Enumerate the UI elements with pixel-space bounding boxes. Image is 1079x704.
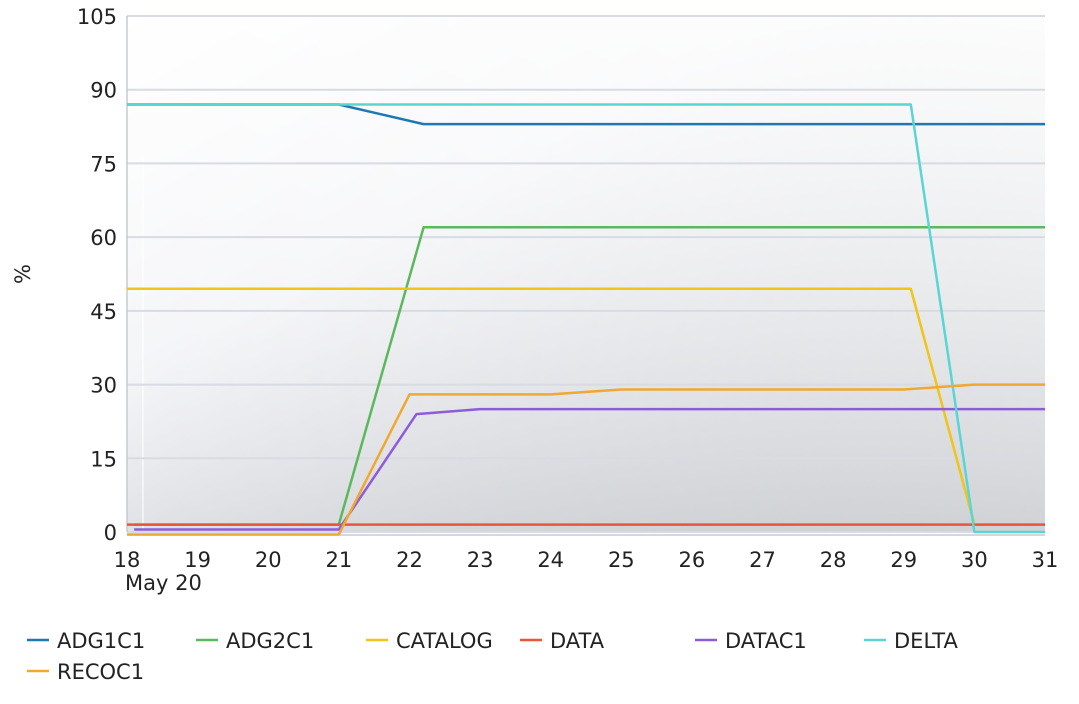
- x-tick-label: 21: [325, 548, 352, 572]
- legend-label: ADG1C1: [57, 629, 145, 653]
- plot-background: [127, 16, 1045, 532]
- legend-label: CATALOG: [396, 629, 493, 653]
- legend-item-catalog[interactable]: CATALOG: [366, 629, 493, 653]
- legend-label: DATAC1: [725, 629, 807, 653]
- legend-item-datac1[interactable]: DATAC1: [695, 629, 807, 653]
- x-tick-label: 26: [679, 548, 706, 572]
- y-tick-label: 15: [90, 447, 117, 471]
- y-tick-label: 0: [104, 521, 117, 545]
- x-tick-label: 20: [255, 548, 282, 572]
- legend-item-adg2c1[interactable]: ADG2C1: [196, 629, 314, 653]
- x-tick-label: 29: [890, 548, 917, 572]
- x-tick-label: 30: [961, 548, 988, 572]
- legend-label: DATA: [550, 629, 605, 653]
- series-line-recoc1: [127, 383, 1045, 536]
- legend-label: ADG2C1: [226, 629, 314, 653]
- x-tick-sublabel: May 20: [125, 571, 202, 595]
- y-tick-label: 105: [77, 5, 117, 29]
- legend-item-adg1c1[interactable]: ADG1C1: [27, 629, 145, 653]
- y-tick-label: 45: [90, 300, 117, 324]
- y-axis: 0 15 30 45 60 75 90 105: [77, 5, 128, 545]
- x-tick-label: 28: [820, 548, 847, 572]
- y-tick-label: 75: [90, 152, 117, 176]
- y-tick-label: 60: [90, 226, 117, 250]
- x-tick-label: 22: [396, 548, 423, 572]
- series-line-datac1: [134, 407, 1045, 531]
- x-tick-label: 18: [114, 548, 141, 572]
- legend: ADG1C1 ADG2C1 CATALOG DATA DATAC1 DELTA RECOC1: [27, 629, 958, 684]
- series-lines: [127, 103, 1045, 536]
- legend-item-recoc1[interactable]: RECOC1: [27, 660, 144, 684]
- gridlines: [127, 15, 1045, 533]
- legend-label: DELTA: [894, 629, 958, 653]
- plot-highlight: [127, 16, 1045, 532]
- x-tick-label: 24: [537, 548, 564, 572]
- y-axis-title: %: [11, 264, 35, 284]
- legend-label: RECOC1: [57, 660, 144, 684]
- x-axis: 18 19 20 21 22 23 24 25 26 27 28 29 30 31 May 20: [114, 534, 1059, 595]
- x-tick-label: 31: [1032, 548, 1059, 572]
- y-tick-label: 30: [90, 374, 117, 398]
- series-line-delta: [127, 103, 1045, 534]
- x-tick-label: 23: [467, 548, 494, 572]
- x-tick-label: 27: [749, 548, 776, 572]
- y-tick-label: 90: [90, 79, 117, 103]
- x-tick-label: 19: [184, 548, 211, 572]
- legend-item-data[interactable]: DATA: [520, 629, 605, 653]
- x-tick-label: 25: [608, 548, 635, 572]
- legend-item-delta[interactable]: DELTA: [864, 629, 958, 653]
